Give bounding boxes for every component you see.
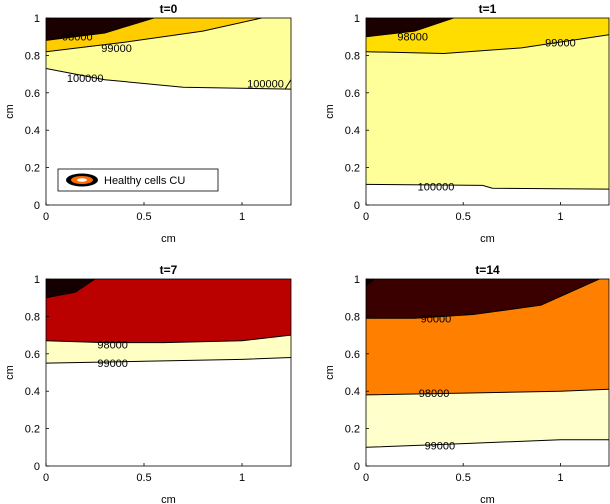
y-axis-label: cm <box>4 104 16 119</box>
x-axis-label: cm <box>480 233 495 245</box>
contour-label: 100000 <box>67 73 104 85</box>
axes-box <box>45 17 292 206</box>
x-tick-label: 1 <box>557 211 563 223</box>
contour-region-3 <box>366 279 600 319</box>
contour-line-1 <box>46 18 154 41</box>
panel-1: 98000 99000 100000 100000 0 0.5 1 0 0.2 0.4 0.6 0.8… <box>4 2 292 245</box>
y-tick-label: 0.6 <box>25 88 40 100</box>
legend-box <box>57 168 219 192</box>
legend-swatch-inner <box>77 178 87 182</box>
x-tick-label: 0 <box>363 211 369 223</box>
contour-region-4 <box>366 279 376 287</box>
contour-line-3 <box>46 357 291 364</box>
x-tick-label: 1 <box>239 211 245 223</box>
panel-3: 98000 99000 0 0.5 1 0 0.2 0.4 0.6 0.8 1 t=7 cm cm <box>4 263 292 504</box>
x-tick-label: 0 <box>363 472 369 484</box>
legend-label: Healthy cells CU <box>104 175 185 187</box>
y-tick-label: 0.2 <box>25 424 40 436</box>
y-tick-label: 0.2 <box>345 163 360 175</box>
y-tick-label: 1 <box>354 13 360 25</box>
y-tick-label: 0.4 <box>345 125 360 137</box>
contour-label: 99000 <box>545 37 576 49</box>
panel-title: t=14 <box>475 263 500 277</box>
contour-line-1 <box>46 279 96 299</box>
contour-line-2 <box>46 18 262 53</box>
y-tick-label: 0.4 <box>345 386 360 398</box>
contour-label: 99000 <box>97 358 128 370</box>
y-tick-label: 0 <box>34 461 40 473</box>
contour-region-3 <box>46 18 154 41</box>
panel-title: t=1 <box>479 2 497 16</box>
contour-line-1 <box>366 279 600 319</box>
y-axis-label: cm <box>4 365 16 380</box>
y-tick-label: 0 <box>354 200 360 212</box>
y-axis-label: cm <box>324 104 336 119</box>
contour-label: 100000 <box>247 78 284 90</box>
y-tick-label: 0.8 <box>345 311 360 323</box>
contour-line-1 <box>366 18 454 38</box>
contour-line-2 <box>46 334 291 344</box>
y-tick-label: 0.6 <box>25 349 40 361</box>
axes-box <box>45 278 292 467</box>
contour-line-3 <box>366 439 609 448</box>
contour-label: 99000 <box>101 43 132 55</box>
y-tick-label: 0 <box>34 200 40 212</box>
x-axis-label: cm <box>161 233 176 245</box>
y-tick-label: 0.8 <box>345 50 360 62</box>
plot-area: 98000 99000 100000 <box>366 18 609 205</box>
x-tick-label: 0.5 <box>456 211 471 223</box>
y-tick-label: 0 <box>354 461 360 473</box>
y-tick-label: 1 <box>354 274 360 286</box>
y-tick-label: 0.2 <box>25 163 40 175</box>
contour-line-4 <box>284 79 291 90</box>
legend: Healthy cells CU <box>57 168 219 192</box>
panel-title: t=0 <box>160 2 178 16</box>
y-tick-label: 0.6 <box>345 88 360 100</box>
panel-4: 90000 98000 99000 0 0.5 1 0 0.2 0.4 0.6 0.8 1 t=14 cm… <box>324 263 610 504</box>
x-tick-label: 0.5 <box>136 211 151 223</box>
plot-area: 90000 98000 99000 <box>366 279 609 466</box>
x-tick-label: 0.5 <box>456 472 471 484</box>
x-tick-label: 1 <box>557 472 563 484</box>
contour-label: 98000 <box>62 32 93 44</box>
y-tick-label: 0.8 <box>25 311 40 323</box>
y-tick-label: 0.8 <box>25 50 40 62</box>
x-tick-label: 0 <box>43 472 49 484</box>
axes-box <box>365 17 610 206</box>
x-tick-label: 1 <box>239 472 245 484</box>
x-tick-label: 0.5 <box>136 472 151 484</box>
contour-label: 90000 <box>421 313 452 325</box>
plot-area: 98000 99000 <box>46 279 291 466</box>
x-tick-label: 0 <box>43 211 49 223</box>
y-tick-label: 0.4 <box>25 125 40 137</box>
y-tick-label: 0.6 <box>345 349 360 361</box>
contour-label: 98000 <box>419 388 450 400</box>
y-tick-label: 0.2 <box>345 424 360 436</box>
contour-label: 98000 <box>397 32 428 44</box>
contour-line-2 <box>366 34 609 55</box>
x-axis-label: cm <box>480 494 495 504</box>
contour-region-2 <box>46 279 291 343</box>
y-axis-label: cm <box>324 365 336 380</box>
x-axis-label: cm <box>161 494 176 504</box>
y-tick-label: 0.4 <box>25 386 40 398</box>
y-tick-label: 1 <box>34 274 40 286</box>
contour-region-3 <box>46 279 95 298</box>
contour-line-2 <box>366 388 609 396</box>
contour-line-3 <box>46 68 291 90</box>
panel-title: t=7 <box>160 263 178 277</box>
axes-box <box>365 278 610 467</box>
y-tick-label: 1 <box>34 13 40 25</box>
contour-label: 100000 <box>418 181 455 193</box>
panel-2: 98000 99000 100000 0 0.5 1 0 0.2 0.4 0.6 0.8 1 t=1 cm… <box>324 2 610 245</box>
contour-label: 98000 <box>97 339 128 351</box>
contour-line-3 <box>366 183 609 190</box>
contour-label: 99000 <box>425 440 456 452</box>
contour-region-3 <box>366 18 454 37</box>
contour-region-1 <box>366 18 609 190</box>
